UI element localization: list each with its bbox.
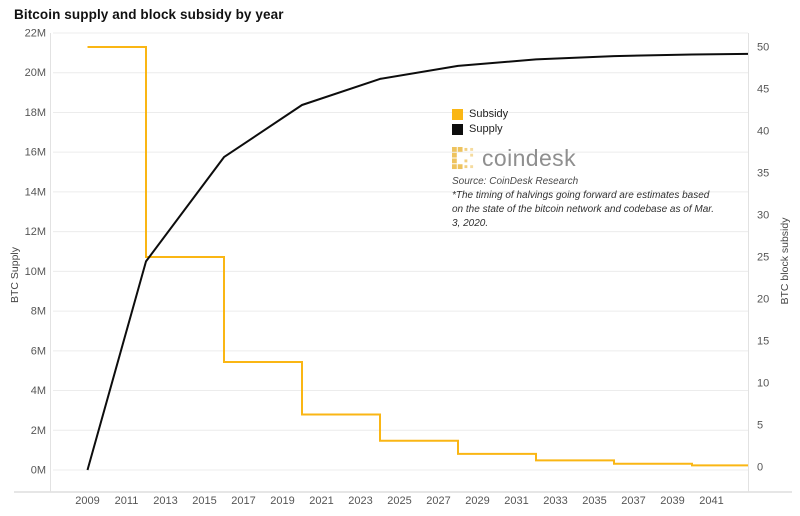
svg-text:2027: 2027 <box>426 495 450 507</box>
svg-text:6M: 6M <box>31 345 46 357</box>
x-axis-tick-labels: 2009 2011 2013 2015 2017 2019 2021 2023 2025 2027… <box>75 495 723 507</box>
svg-text:45: 45 <box>757 84 769 96</box>
svg-text:2035: 2035 <box>582 495 606 507</box>
svg-text:2015: 2015 <box>192 495 216 507</box>
svg-text:2M: 2M <box>31 425 46 437</box>
svg-text:0: 0 <box>757 462 763 474</box>
svg-text:2009: 2009 <box>75 495 99 507</box>
svg-text:12M: 12M <box>25 226 46 238</box>
svg-text:0M: 0M <box>31 465 46 477</box>
svg-text:20: 20 <box>757 294 769 306</box>
svg-text:2031: 2031 <box>504 495 528 507</box>
svg-text:25: 25 <box>757 252 769 264</box>
svg-text:30: 30 <box>757 210 769 222</box>
page-title: Bitcoin supply and block subsidy by year <box>14 7 284 22</box>
legend-item-subsidy: Subsidy <box>452 108 508 120</box>
svg-text:2017: 2017 <box>231 495 255 507</box>
svg-text:5: 5 <box>757 420 763 432</box>
svg-text:15: 15 <box>757 336 769 348</box>
subsidy-swatch-icon <box>452 108 463 120</box>
svg-text:2033: 2033 <box>543 495 567 507</box>
svg-text:2029: 2029 <box>465 495 489 507</box>
left-axis-tick-labels: 0M 2M 4M 6M 8M 10M 12M 14M 16M 18M 20M 22M <box>25 28 46 477</box>
svg-text:2021: 2021 <box>309 495 333 507</box>
svg-text:20M: 20M <box>25 67 46 79</box>
legend-subsidy-label: Subsidy <box>469 108 509 120</box>
svg-text:2023: 2023 <box>348 495 372 507</box>
svg-text:22M: 22M <box>25 28 46 40</box>
source-credit: Source: CoinDesk Research <box>452 176 579 187</box>
coindesk-logo-text: coindesk <box>482 145 576 171</box>
svg-text:35: 35 <box>757 168 769 180</box>
left-axis-title: BTC Supply <box>9 246 21 304</box>
svg-text:2039: 2039 <box>660 495 684 507</box>
svg-text:8M: 8M <box>31 306 46 318</box>
legend-item-supply: Supply <box>452 123 508 135</box>
coindesk-brand: coindesk <box>452 147 576 170</box>
svg-text:50: 50 <box>757 42 769 54</box>
svg-text:40: 40 <box>757 126 769 138</box>
legend-supply-label: Supply <box>469 123 503 135</box>
svg-text:14M: 14M <box>25 186 46 198</box>
supply-line <box>86 52 749 471</box>
svg-text:2041: 2041 <box>699 495 723 507</box>
right-axis-title: BTC block subsidy <box>779 217 791 305</box>
halving-footnote: *The timing of halvings going forward ar… <box>452 190 715 229</box>
coindesk-logo-icon <box>452 147 474 170</box>
svg-text:2037: 2037 <box>621 495 645 507</box>
legend: Subsidy Supply <box>452 108 508 135</box>
svg-text:10: 10 <box>757 378 769 390</box>
svg-text:4M: 4M <box>31 385 46 397</box>
svg-text:2013: 2013 <box>153 495 177 507</box>
gridlines <box>53 32 748 471</box>
svg-text:2011: 2011 <box>115 495 139 507</box>
svg-text:2019: 2019 <box>270 495 294 507</box>
logo-squares <box>452 147 474 170</box>
svg-text:10M: 10M <box>25 266 46 278</box>
right-axis-tick-labels: 0 5 10 15 20 25 30 35 40 45 50 <box>757 42 769 474</box>
svg-text:16M: 16M <box>25 147 46 159</box>
subsidy-step-line <box>87 46 748 467</box>
supply-swatch-icon <box>452 123 463 135</box>
svg-text:18M: 18M <box>25 107 46 119</box>
svg-text:2025: 2025 <box>387 495 411 507</box>
